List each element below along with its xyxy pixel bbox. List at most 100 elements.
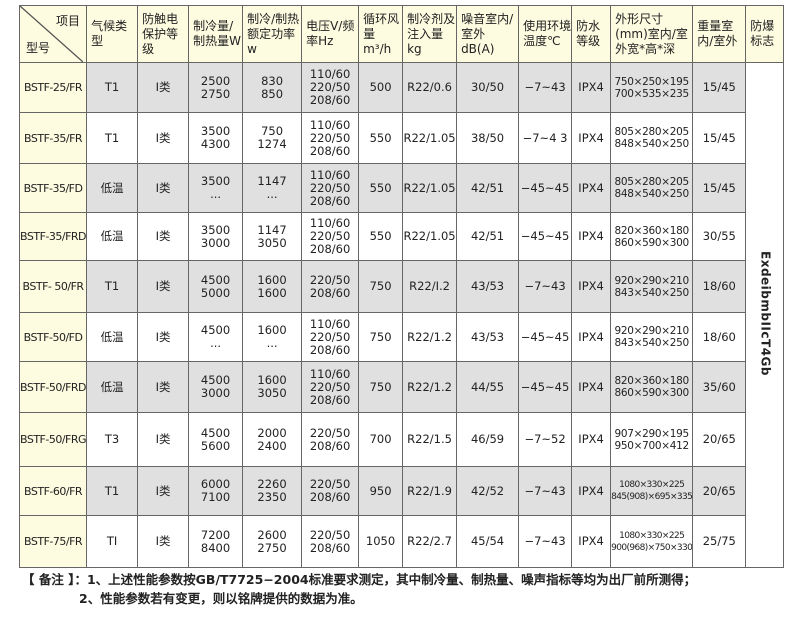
column-header: 防触电保护等级 — [137, 5, 190, 63]
voltage-cell: 220/50 208/60 — [301, 260, 360, 313]
weight-cell: 35/60 — [692, 361, 747, 413]
refrigerant-cell: R22/1.05 — [402, 212, 458, 261]
table-row: BSTF-35/FD 低温 I类 3500... 1147... 110/60 220/50… — [18, 163, 784, 213]
voltage-line: 208/60 — [309, 285, 351, 300]
column-header: 制冷剂及注入量kg — [402, 5, 458, 63]
airflow-cell: 700 — [358, 412, 404, 467]
table-row: BSTF-50/FD 低温 I类 4500... 1600... 110/60 220/50… — [18, 312, 784, 362]
column-header: 防水等级 — [571, 5, 612, 63]
column-header: 制冷/制热额定功率w — [242, 5, 303, 63]
dims-line: 843×540×250 — [614, 286, 689, 299]
protection-cell: I类 — [137, 112, 190, 164]
power-line: ... — [266, 187, 278, 201]
capacity-cell: 2500 2750 — [188, 62, 244, 113]
voltage-line: 208/60 — [309, 143, 351, 158]
voltage-line: 208/60 — [309, 490, 351, 504]
column-header: 噪音室内/室外dB(A) — [456, 5, 520, 63]
capacity-line: 4500 — [200, 272, 231, 287]
model-cell: BSTF-25/FR — [18, 62, 88, 113]
protection-cell: I类 — [137, 466, 190, 516]
voltage-line: 110/60 — [309, 167, 351, 182]
voltage-line: 220/50 — [309, 80, 351, 94]
dims-line: 1080×330×225 — [619, 480, 685, 490]
airflow-cell: 550 — [358, 163, 404, 213]
power-line: 1274 — [257, 137, 287, 151]
column-header: 使用环境温度℃ — [518, 5, 573, 63]
column-header: 外形尺寸(mm)室内/室外宽*高*深 — [610, 5, 694, 63]
weight-cell: 18/60 — [692, 260, 747, 313]
voltage-line: 208/60 — [309, 242, 351, 256]
voltage-line: 220/50 — [309, 130, 351, 145]
dims-cell: 920×290×210 843×540×250 — [610, 312, 694, 362]
capacity-line: ... — [210, 187, 222, 201]
power-line: 850 — [261, 86, 284, 101]
weight-cell: 25/75 — [692, 515, 747, 568]
dims-cell: 1080×330×225 900(968)×750×330 — [610, 515, 694, 568]
protection-cell: I类 — [137, 412, 190, 467]
power-line: 2000 — [257, 425, 287, 440]
power-line: 1600 — [257, 373, 287, 387]
table-row: BSTF-75/FR TI I类 7200 8400 2600 2750 220/50 208/… — [18, 515, 784, 568]
capacity-cell: 4500 5000 — [188, 260, 244, 313]
dims-line: 900(968)×750×330 — [611, 542, 693, 553]
voltage-cell: 220/50 208/60 — [301, 412, 360, 467]
capacity-cell: 4500 3000 — [188, 361, 244, 413]
note-1: 【 备注 】：1、上述性能参数按GB/T7725−2004标准要求测定，其中制冷… — [22, 572, 697, 587]
weight-cell: 20/65 — [692, 466, 747, 516]
capacity-line: 3000 — [200, 235, 231, 250]
voltage-line: 220/50 — [309, 379, 351, 394]
model-cell: BSTF-50/FRG — [18, 412, 88, 467]
model-cell: BSTF-35/FD — [18, 163, 88, 213]
capacity-cell: 3500 4300 — [188, 112, 244, 164]
dims-line: 920×290×210 — [614, 274, 689, 287]
dims-cell: 820×360×180 860×590×300 — [610, 212, 694, 261]
power-cell: 750 1274 — [242, 112, 303, 164]
dims-line: 820×360×180 — [614, 375, 689, 387]
capacity-cell: 3500 3000 — [188, 212, 244, 261]
dims-cell: 907×290×195 950×700×412 — [610, 412, 694, 467]
dims-line: 843×540×250 — [614, 337, 689, 349]
model-cell: BSTF-50/FD — [18, 312, 88, 362]
climate-cell: 低温 — [86, 361, 139, 413]
power-line: 2400 — [257, 438, 287, 453]
temp-cell: −7~43 — [518, 466, 573, 516]
table-row: BSTF-60/FR T1 I类 6000 7100 2260 2350 220/50 208/… — [18, 466, 784, 516]
protection-cell: I类 — [137, 212, 190, 261]
climate-cell: T1 — [86, 466, 139, 516]
ip-cell: IPX4 — [571, 412, 612, 467]
dims-cell: 920×290×210 843×540×250 — [610, 260, 694, 313]
dims-cell: 750×250×195 700×535×235 — [610, 62, 694, 113]
power-cell: 1147 3050 — [242, 212, 303, 261]
ip-cell: IPX4 — [571, 112, 612, 164]
dims-line: 1080×330×225 — [619, 530, 685, 541]
voltage-line: 110/60 — [309, 216, 351, 230]
ip-cell: IPX4 — [571, 312, 612, 362]
climate-cell: 低温 — [86, 163, 139, 213]
airflow-cell: 550 — [358, 212, 404, 261]
protection-cell: I类 — [137, 312, 190, 362]
power-line: 2600 — [257, 527, 287, 542]
voltage-cell: 220/50 208/60 — [301, 466, 360, 516]
capacity-cell: 4500 5600 — [188, 412, 244, 467]
voltage-line: 208/60 — [309, 438, 351, 453]
dims-line: 860×590×300 — [614, 236, 689, 249]
power-line: 750 — [261, 124, 284, 138]
power-line: 830 — [261, 73, 284, 88]
refrigerant-cell: R22/1.9 — [402, 466, 458, 516]
voltage-cell: 110/60 220/50 208/60 — [301, 212, 360, 261]
temp-cell: −45~45 — [518, 212, 573, 261]
dims-line: 950×700×412 — [614, 439, 689, 452]
voltage-line: 208/60 — [309, 193, 351, 208]
model-cell: BSTF-35/FR — [18, 112, 88, 164]
protection-cell: I类 — [137, 163, 190, 213]
notes: 【 备注 】：1、上述性能参数按GB/T7725−2004标准要求测定，其中制冷… — [22, 570, 696, 608]
dims-line: 805×280×205 — [614, 126, 689, 138]
voltage-cell: 220/50 208/60 — [301, 515, 360, 568]
capacity-cell: 4500... — [188, 312, 244, 362]
airflow-cell: 950 — [358, 466, 404, 516]
ip-cell: IPX4 — [571, 466, 612, 516]
column-header: 防爆标志 — [745, 5, 785, 63]
airflow-cell: 750 — [358, 260, 404, 313]
weight-cell: 30/55 — [692, 212, 747, 261]
spec-table: 项目 型号 气候类型 防触电保护等级 制冷量/制热量W 制冷/制热额定功率w 电压V/频… — [18, 5, 785, 568]
